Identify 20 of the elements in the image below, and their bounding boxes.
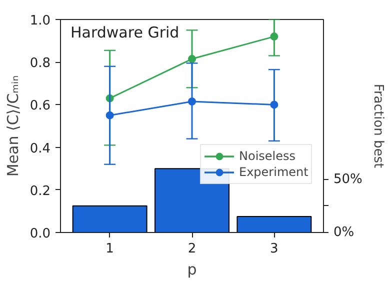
y-tick-label: 0.8: [30, 56, 51, 72]
x-tick-label: 3: [270, 242, 278, 256]
bar: [236, 216, 312, 232]
bar: [72, 205, 148, 232]
y2-tick-label: 0%: [334, 225, 354, 240]
y-tick-label: 0.4: [30, 141, 51, 156]
y-tick-label: 0.2: [30, 184, 51, 199]
y2-axis-title: Fraction best: [370, 84, 386, 168]
x-tick-label: 1: [106, 242, 114, 256]
x-axis-title: p: [187, 260, 197, 278]
legend-label: Noiseless: [239, 149, 296, 163]
y-tick-label: 0.0: [30, 226, 51, 242]
y2-tick-label: 50%: [334, 172, 362, 187]
y-tick-label: 1.0: [30, 14, 51, 28]
bar: [154, 168, 230, 232]
y-tick-label: 0.6: [30, 98, 51, 114]
x-tick-label: 2: [188, 242, 196, 256]
annotation: Hardware Grid: [70, 24, 180, 42]
y-axis-title: Mean ⟨C⟩/Cₘᵢₙ: [4, 75, 22, 177]
legend-label: Experiment: [239, 165, 308, 179]
